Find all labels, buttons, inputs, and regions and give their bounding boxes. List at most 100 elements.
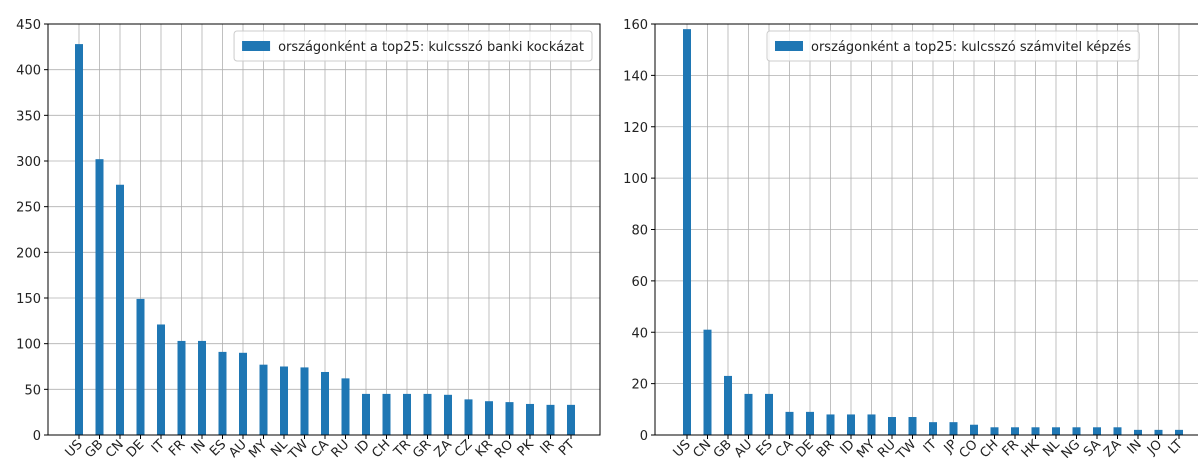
y-tick-label: 20 [631, 378, 648, 393]
x-tick-label: GB [82, 437, 106, 461]
x-tick-label: JO [1144, 437, 1165, 458]
bar [218, 351, 227, 435]
x-tick-label: IT [921, 437, 940, 456]
x-tick-label: ID [352, 437, 372, 457]
y-tick-label: 60 [631, 275, 648, 290]
bar [198, 340, 206, 435]
legend: országonként a top25: kulcsszó banki koc… [233, 30, 593, 62]
x-tick-label: IR [538, 437, 558, 457]
x-tick-label: MY [246, 437, 270, 461]
x-tick-label: CZ [452, 437, 475, 460]
legend-box [233, 30, 593, 62]
x-tick-label: LT [1166, 437, 1186, 457]
x-tick-label: AU [226, 437, 250, 461]
x-tick-label: DE [793, 437, 817, 461]
bar [990, 427, 999, 435]
bar [744, 393, 753, 435]
x-tick-label: ES [754, 437, 776, 459]
legend-label: országonként a top25: kulcsszó számvitel… [811, 40, 1131, 55]
bar [259, 364, 268, 435]
bar [136, 298, 145, 435]
x-tick-label: GR [410, 437, 434, 461]
bar [765, 393, 773, 435]
bar [929, 422, 937, 435]
bar [546, 404, 555, 435]
bar [485, 401, 493, 435]
bar [464, 399, 473, 435]
bar [280, 366, 288, 435]
bar [423, 393, 432, 435]
x-tick-label: KR [473, 437, 496, 460]
y-tick-label: 150 [16, 292, 41, 307]
bar [867, 414, 876, 435]
x-tick-label: CN [690, 437, 714, 461]
x-tick-label: NL [1040, 437, 1063, 460]
y-tick-label: 250 [16, 201, 41, 216]
x-tick-label: FR [166, 437, 188, 459]
legend-swatch [775, 41, 803, 51]
x-tick-label: ID [837, 437, 857, 457]
legend-box [766, 30, 1140, 62]
bar [806, 411, 814, 435]
bar [300, 367, 309, 435]
bar [75, 44, 83, 436]
y-tick-label: 80 [631, 224, 648, 239]
x-tick-label: CN [103, 437, 127, 461]
bar [1113, 427, 1122, 435]
y-tick-label: 0 [640, 429, 648, 444]
y-tick-label: 120 [623, 121, 648, 136]
bar [1154, 429, 1163, 435]
bar [526, 403, 534, 435]
bar [403, 393, 411, 435]
y-tick-label: 50 [24, 383, 41, 398]
bar [382, 393, 391, 435]
bar [116, 184, 124, 435]
x-tick-label: ES [207, 437, 229, 459]
y-tick-label: 450 [16, 18, 41, 33]
plot-frame [47, 23, 601, 436]
bar [683, 29, 691, 435]
bar [362, 393, 370, 435]
x-tick-label: DE [124, 437, 148, 461]
bar [1093, 427, 1101, 435]
bar [1011, 427, 1019, 435]
bar [970, 424, 978, 435]
x-tick-label: PK [515, 437, 538, 460]
x-tick-label: BR [814, 437, 837, 460]
x-tick-label: IT [149, 437, 168, 456]
x-tick-label: CH [369, 437, 393, 461]
x-tick-label: US [63, 437, 86, 460]
bar [1134, 429, 1142, 435]
bar [177, 340, 186, 435]
x-tick-label: ZA [432, 437, 455, 460]
bar [785, 411, 794, 435]
x-tick-label: IN [1125, 437, 1145, 457]
x-tick-label: FR [1000, 437, 1022, 459]
bar [847, 414, 855, 435]
x-tick-label: RU [329, 437, 353, 461]
bar [888, 417, 896, 435]
x-tick-label: TW [893, 437, 919, 463]
legend-swatch [242, 41, 271, 51]
x-tick-label: ZA [1101, 437, 1124, 460]
bar [444, 394, 452, 435]
bar [1031, 427, 1040, 435]
y-tick-label: 40 [631, 326, 648, 341]
x-tick-label: AU [732, 437, 756, 461]
bar [321, 371, 329, 435]
x-tick-label: CA [773, 437, 796, 460]
y-tick-label: 100 [623, 172, 648, 187]
y-tick-label: 350 [16, 109, 41, 124]
x-tick-label: MY [854, 437, 878, 461]
legend: országonként a top25: kulcsszó számvitel… [766, 30, 1140, 62]
x-tick-label: NL [268, 437, 291, 460]
bar [567, 404, 575, 435]
plot-frame [654, 23, 1198, 436]
x-tick-label: SA [1081, 437, 1104, 460]
bar [724, 375, 732, 435]
bar [1052, 427, 1060, 435]
legend-label: országonként a top25: kulcsszó banki koc… [278, 40, 584, 55]
x-tick-label: CO [957, 437, 981, 461]
bar [157, 324, 165, 435]
